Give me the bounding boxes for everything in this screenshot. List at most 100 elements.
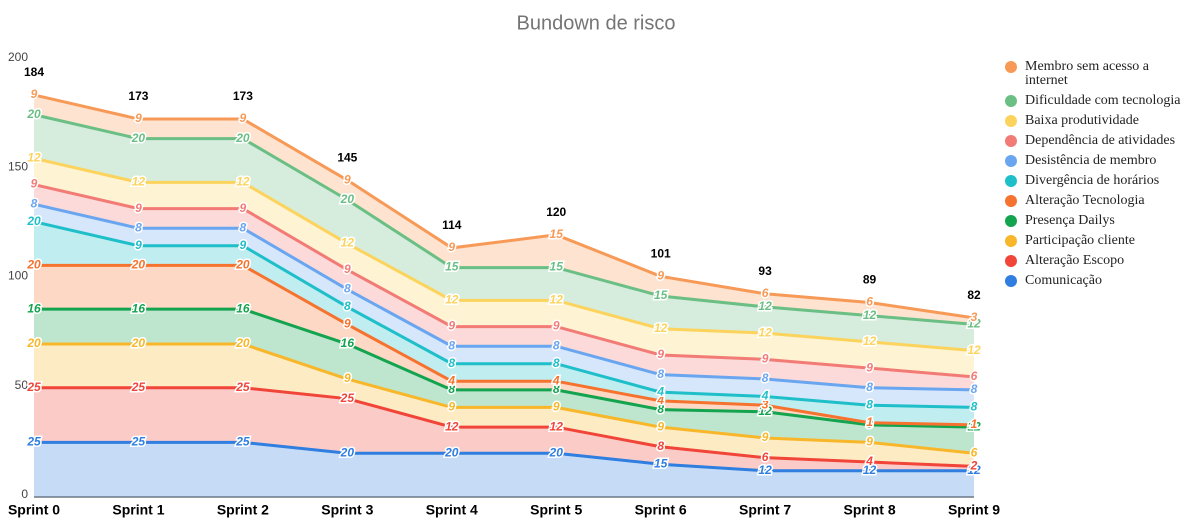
- value-label: 8: [866, 380, 873, 394]
- areas: [34, 94, 974, 497]
- value-label: 15: [550, 260, 564, 274]
- legend-swatch: [1005, 215, 1017, 227]
- value-label: 9: [762, 430, 769, 444]
- legend-swatch: [1005, 235, 1017, 247]
- value-label: 9: [657, 268, 664, 282]
- legend-swatch: [1005, 135, 1017, 147]
- x-tick-label: Sprint 6: [635, 502, 687, 518]
- value-label: 15: [550, 227, 564, 241]
- value-label: 20: [131, 336, 146, 350]
- line: [34, 386, 975, 468]
- value-label: 25: [235, 380, 250, 394]
- value-label: 9: [448, 319, 455, 333]
- value-label: 12: [863, 463, 877, 477]
- value-label: 1: [866, 415, 873, 429]
- value-label: 20: [26, 336, 41, 350]
- legend-item[interactable]: Presença Dailys: [1003, 214, 1188, 228]
- value-label: 20: [26, 214, 41, 228]
- value-label: 20: [131, 131, 146, 145]
- legend-label: Desistência de membro: [1025, 153, 1157, 168]
- value-label: 16: [27, 301, 41, 315]
- value-label: 9: [657, 347, 664, 361]
- legend-label: Dificuldade com tecnologia: [1025, 93, 1181, 108]
- value-label: 9: [135, 201, 142, 215]
- legend-item[interactable]: Participação cliente: [1003, 234, 1188, 248]
- value-label: 20: [444, 445, 459, 459]
- legend-item[interactable]: Alteração Escopo: [1003, 254, 1188, 268]
- value-label: 9: [31, 87, 38, 101]
- value-label: 12: [27, 150, 41, 164]
- total-label: 82: [967, 288, 981, 302]
- legend-item[interactable]: Divergência de horários: [1003, 174, 1188, 188]
- value-label: 8: [553, 338, 560, 352]
- value-label: 8: [971, 382, 978, 396]
- value-label: 9: [866, 435, 873, 449]
- value-label: 20: [549, 445, 564, 459]
- value-label: 15: [654, 456, 668, 470]
- value-label: 8: [240, 220, 247, 234]
- value-label: 16: [132, 301, 146, 315]
- x-tick-label: Sprint 3: [321, 502, 373, 518]
- value-label: 8: [866, 417, 873, 431]
- total-label: 184: [24, 65, 44, 79]
- value-label: 9: [553, 400, 560, 414]
- value-label: 12: [863, 308, 877, 322]
- value-label: 12: [550, 419, 564, 433]
- area: [34, 204, 974, 408]
- legend-swatch: [1005, 195, 1017, 207]
- x-tick-label: Sprint 4: [426, 502, 478, 518]
- legend-item[interactable]: Dificuldade com tecnologia: [1003, 94, 1188, 108]
- value-label: 9: [240, 111, 247, 125]
- value-label: 12: [445, 419, 459, 433]
- value-label: 9: [553, 319, 560, 333]
- value-label: 20: [340, 192, 355, 206]
- value-label: 4: [447, 373, 455, 387]
- value-label: 20: [235, 258, 250, 272]
- value-label: 9: [657, 419, 664, 433]
- legend-item[interactable]: Baixa produtividade: [1003, 114, 1188, 128]
- legend-swatch: [1005, 61, 1017, 73]
- value-label: 25: [131, 380, 146, 394]
- x-tick-label: Sprint 5: [530, 502, 582, 518]
- legend-label: Alteração Escopo: [1025, 253, 1125, 268]
- value-label: 6: [971, 369, 978, 383]
- value-label: 8: [971, 400, 978, 414]
- value-label: 25: [26, 380, 41, 394]
- value-label: 20: [26, 258, 41, 272]
- area: [34, 221, 974, 425]
- value-label: 3: [762, 397, 769, 411]
- total-label: 173: [128, 89, 148, 103]
- value-label: 15: [654, 288, 668, 302]
- line: [33, 220, 975, 409]
- legend-item[interactable]: Membro sem acesso a internet: [1003, 60, 1188, 88]
- legend-item[interactable]: Desistência de membro: [1003, 154, 1188, 168]
- area: [34, 184, 974, 390]
- legend-item[interactable]: Alteração Tecnologia: [1003, 194, 1188, 208]
- value-label: 12: [758, 404, 772, 418]
- total-label: 93: [758, 264, 772, 278]
- value-label: 8: [448, 382, 455, 396]
- value-label: 8: [448, 338, 455, 352]
- value-label: 8: [657, 367, 664, 381]
- value-label: 9: [344, 317, 351, 331]
- line: [33, 183, 975, 379]
- value-label: 12: [967, 317, 981, 331]
- value-label: 25: [340, 391, 355, 405]
- legend-item[interactable]: Comunicação: [1003, 274, 1188, 288]
- value-label: 16: [236, 301, 250, 315]
- x-tick-label: Sprint 2: [217, 502, 269, 518]
- x-tick-label: Sprint 0: [8, 502, 60, 518]
- area: [34, 158, 974, 377]
- value-label: 8: [657, 439, 664, 453]
- legend-item[interactable]: Dependência de atividades: [1003, 134, 1188, 148]
- value-label: 20: [235, 336, 250, 350]
- value-label: 4: [656, 384, 664, 398]
- value-label: 9: [762, 352, 769, 366]
- value-label: 25: [131, 435, 146, 449]
- total-label: 120: [546, 205, 566, 219]
- area: [34, 387, 974, 471]
- value-label: 9: [240, 201, 247, 215]
- line: [34, 263, 975, 427]
- legend-label: Comunicação: [1025, 273, 1102, 288]
